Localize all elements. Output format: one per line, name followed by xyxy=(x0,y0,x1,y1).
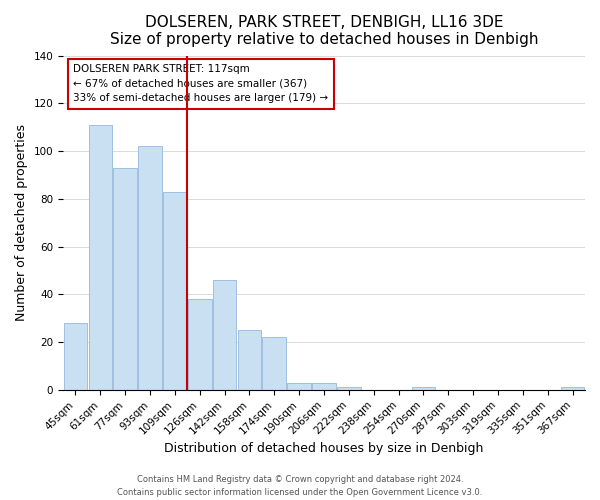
Text: Contains HM Land Registry data © Crown copyright and database right 2024.
Contai: Contains HM Land Registry data © Crown c… xyxy=(118,476,482,497)
Bar xyxy=(287,382,311,390)
Bar xyxy=(412,388,435,390)
X-axis label: Distribution of detached houses by size in Denbigh: Distribution of detached houses by size … xyxy=(164,442,484,455)
Text: DOLSEREN PARK STREET: 117sqm
← 67% of detached houses are smaller (367)
33% of s: DOLSEREN PARK STREET: 117sqm ← 67% of de… xyxy=(73,64,329,104)
Bar xyxy=(238,330,261,390)
Bar xyxy=(163,192,187,390)
Bar xyxy=(312,382,336,390)
Bar xyxy=(337,388,361,390)
Bar xyxy=(64,323,87,390)
Bar xyxy=(213,280,236,390)
Bar xyxy=(561,388,584,390)
Bar xyxy=(188,299,212,390)
Bar xyxy=(113,168,137,390)
Bar xyxy=(262,338,286,390)
Bar xyxy=(89,125,112,390)
Bar xyxy=(138,146,162,390)
Y-axis label: Number of detached properties: Number of detached properties xyxy=(15,124,28,321)
Title: DOLSEREN, PARK STREET, DENBIGH, LL16 3DE
Size of property relative to detached h: DOLSEREN, PARK STREET, DENBIGH, LL16 3DE… xyxy=(110,15,538,48)
